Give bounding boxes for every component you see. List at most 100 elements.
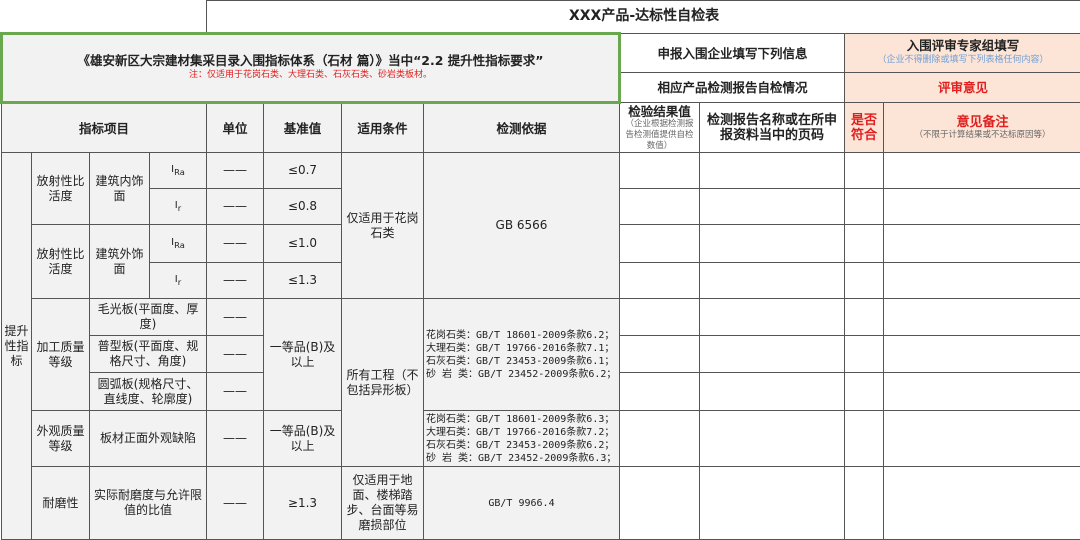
col-benchmark: 基准值 (264, 103, 342, 153)
unit-cell: —— (207, 373, 264, 411)
result-input[interactable] (620, 373, 700, 411)
report-input[interactable] (700, 189, 845, 225)
unit-cell: —— (207, 153, 264, 189)
report-input[interactable] (700, 373, 845, 411)
conform-input[interactable] (845, 299, 884, 336)
item-wear-ratio: 实际耐磨度与允许限值的比值 (90, 467, 207, 540)
benchmark-cell: ≤0.7 (264, 153, 342, 189)
remark-input[interactable] (884, 336, 1080, 373)
remark-input[interactable] (884, 263, 1080, 299)
result-input[interactable] (620, 299, 700, 336)
item-p1: 毛光板(平面度、厚度) (90, 299, 207, 336)
standard-title: 《雄安新区大宗建材集采目录入围指标体系（石材 篇）》当中“2.2 提升性指标要求… (5, 53, 616, 68)
remark-input[interactable] (884, 153, 1080, 189)
conform-input[interactable] (845, 153, 884, 189)
col-result-note: （企业根据检测报告检测值提供自检数值） (622, 119, 697, 152)
ir-sub: r (178, 277, 181, 287)
item-p3: 圆弧板(规格尺寸、直线度、轮廓度) (90, 373, 207, 411)
conform-input[interactable] (845, 189, 884, 225)
result-input[interactable] (620, 263, 700, 299)
report-input[interactable] (700, 336, 845, 373)
remark-input[interactable] (884, 189, 1080, 225)
benchmark-cell: 一等品(B)及以上 (264, 411, 342, 467)
benchmark-cell: ≤0.8 (264, 189, 342, 225)
remark-input[interactable] (884, 467, 1080, 540)
benchmark-cell: ≤1.0 (264, 225, 342, 263)
item-processing: 加工质量等级 (32, 299, 90, 411)
col-basis: 检测依据 (424, 103, 620, 153)
basis-line: 砂 岩 类：GB/T 23452-2009条款6.3； (426, 452, 617, 465)
blank-cell (2, 1, 207, 34)
result-input[interactable] (620, 153, 700, 189)
result-input[interactable] (620, 225, 700, 263)
conform-input[interactable] (845, 263, 884, 299)
conform-input[interactable] (845, 373, 884, 411)
report-input[interactable] (700, 225, 845, 263)
report-input[interactable] (700, 467, 845, 540)
report-input[interactable] (700, 263, 845, 299)
item-wear: 耐磨性 (32, 467, 90, 540)
standard-note: 注：仅适用于花岗石类、大理石类、石灰石类、砂岩类板材。 (5, 68, 616, 83)
col-remark-note: （不限于计算结果或不达标原因等） (886, 130, 1079, 141)
unit-cell: —— (207, 336, 264, 373)
unit-cell: —— (207, 299, 264, 336)
col-remark-label: 意见备注 (886, 115, 1079, 130)
conform-input[interactable] (845, 225, 884, 263)
remark-input[interactable] (884, 299, 1080, 336)
report-input[interactable] (700, 299, 845, 336)
unit-cell: —— (207, 467, 264, 540)
unit-cell: —— (207, 225, 264, 263)
report-input[interactable] (700, 411, 845, 467)
basis-line: 花岗石类：GB/T 18601-2009条款6.3； (426, 413, 617, 426)
result-input[interactable] (620, 467, 700, 540)
col-remark: 意见备注（不限于计算结果或不达标原因等） (884, 103, 1080, 153)
benchmark-cell: ≤1.3 (264, 263, 342, 299)
enterprise-section: 申报入围企业填写下列信息 (620, 34, 845, 73)
item-interior: 建筑内饰面 (90, 153, 150, 225)
condition-cell: 所有工程（不包括异形板） (342, 299, 424, 467)
sub-ira: IRa (150, 225, 207, 263)
review-section: 评审意见 (845, 73, 1080, 103)
conform-input[interactable] (845, 467, 884, 540)
conform-input[interactable] (845, 336, 884, 373)
expert-title: 入围评审专家组填写 (847, 38, 1079, 53)
basis-cell: 花岗石类：GB/T 18601-2009条款6.3；大理石类：GB/T 1976… (424, 411, 620, 467)
unit-cell: —— (207, 263, 264, 299)
self-check-section: 相应产品检测报告自检情况 (620, 73, 845, 103)
remark-input[interactable] (884, 225, 1080, 263)
unit-cell: —— (207, 189, 264, 225)
basis-line: 大理石类：GB/T 19766-2016条款7.2； (426, 426, 617, 439)
report-input[interactable] (700, 153, 845, 189)
sub-ira: IRa (150, 153, 207, 189)
category-cell: 提升性指标 (2, 153, 32, 540)
expert-section: 入围评审专家组填写 （企业不得删除或填写下列表格任何内容） (845, 34, 1080, 73)
result-input[interactable] (620, 189, 700, 225)
condition-cell: 仅适用于地面、楼梯踏步、台面等易磨损部位 (342, 467, 424, 540)
benchmark-cell: 一等品(B)及以上 (264, 299, 342, 411)
basis-line: 石灰石类：GB/T 23453-2009条款6.1； (426, 355, 617, 368)
basis-cell: GB 6566 (424, 153, 620, 299)
col-unit: 单位 (207, 103, 264, 153)
basis-cell: GB/T 9966.4 (424, 467, 620, 540)
ira-sub: Ra (174, 167, 185, 177)
item-radioactivity-interior: 放射性比活度 (32, 153, 90, 225)
ir-sub: r (178, 203, 181, 213)
standard-reference: 《雄安新区大宗建材集采目录入围指标体系（石材 篇）》当中“2.2 提升性指标要求… (2, 34, 620, 103)
item-appearance: 外观质量等级 (32, 411, 90, 467)
col-result: 检验结果值（企业根据检测报告检测值提供自检数值） (620, 103, 700, 153)
item-exterior: 建筑外饰面 (90, 225, 150, 299)
result-input[interactable] (620, 411, 700, 467)
page-title: XXX产品-达标性自检表 (207, 1, 1080, 34)
col-condition: 适用条件 (342, 103, 424, 153)
sub-ir: Ir (150, 189, 207, 225)
remark-input[interactable] (884, 411, 1080, 467)
ira-sub: Ra (174, 240, 185, 250)
item-p2: 普型板(平面度、规格尺寸、角度) (90, 336, 207, 373)
condition-cell: 仅适用于花岗石类 (342, 153, 424, 299)
conform-input[interactable] (845, 411, 884, 467)
basis-line: 大理石类：GB/T 19766-2016条款7.1； (426, 342, 617, 355)
remark-input[interactable] (884, 373, 1080, 411)
item-radioactivity-exterior: 放射性比活度 (32, 225, 90, 299)
result-input[interactable] (620, 336, 700, 373)
